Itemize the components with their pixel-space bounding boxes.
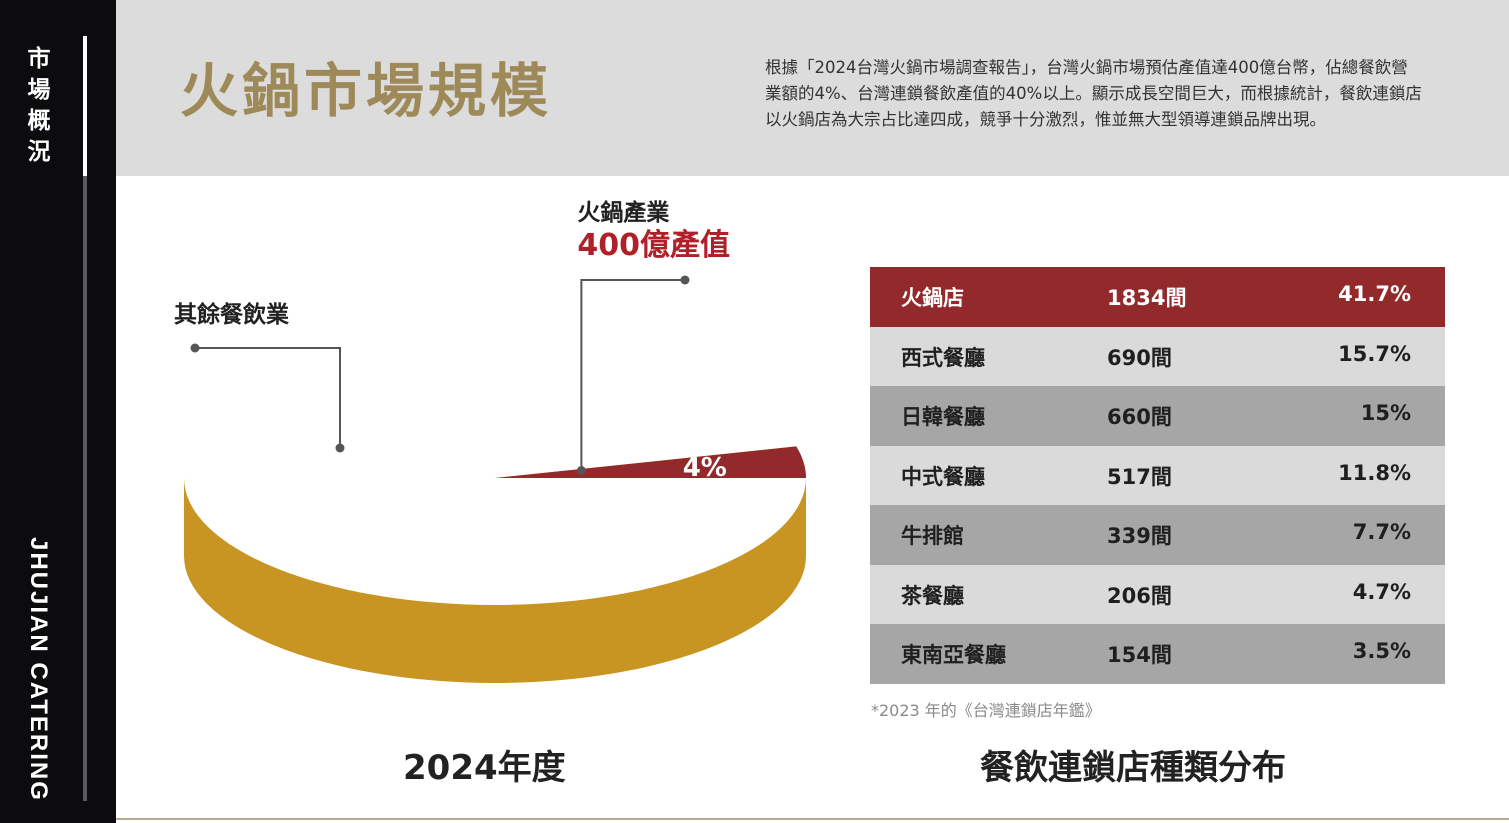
- page-title: 火鍋市場規模: [180, 57, 553, 125]
- cell-type: 日韓餐廳: [901, 405, 985, 429]
- callout-line-other: [195, 347, 341, 448]
- sidebar-section-title: 市場概況: [27, 46, 51, 165]
- cell-type: 西式餐廳: [901, 345, 985, 370]
- chain-type-table: 火鍋店 1834間 41.7% 西式餐廳 690間 15.7% 日韓餐廳 660間 15% …: [870, 267, 1445, 684]
- callout-dot-other: [190, 343, 200, 353]
- header-band: [116, 0, 1509, 176]
- intro-line: 根據「2024台灣火鍋市場調查報告」，台灣火鍋市場預估產值達400億台幣，佔總餐…: [765, 58, 1408, 77]
- intro-line: 業額的4%、台灣連鎖餐飲產值的40%以上。顯示成長空間巨大，而根據統計，餐飲連鎖…: [765, 84, 1422, 103]
- cell-count: 154間: [1107, 643, 1172, 667]
- cell-type: 茶餐廳: [901, 583, 964, 608]
- cell-type: 牛排館: [901, 524, 964, 548]
- sidebar-progress-track: [83, 176, 87, 801]
- callout-value-hotpot: 400億產值: [577, 228, 730, 263]
- table-row: 牛排館 339間 7.7%: [870, 505, 1445, 565]
- cell-share: 11.8%: [1338, 460, 1411, 485]
- callout-dot-other: [335, 443, 345, 453]
- callout-dot-hotpot: [680, 275, 690, 285]
- cell-type: 火鍋店: [901, 286, 964, 310]
- pie-chart-title: 2024年度: [403, 748, 566, 788]
- table-title: 餐飲連鎖店種類分布: [980, 748, 1286, 788]
- sidebar: 市場概況 JHUJIAN CATERING: [0, 0, 116, 823]
- cell-count: 206間: [1107, 583, 1172, 608]
- table-source-note: *2023 年的《台灣連鎖店年鑑》: [871, 701, 1101, 720]
- table-row: 西式餐廳 690間 15.7%: [870, 326, 1445, 386]
- pie-label-hotpot: 4%: [683, 453, 727, 483]
- table-row: 茶餐廳 206間 4.7%: [870, 564, 1445, 624]
- callout-line-hotpot: [580, 279, 685, 471]
- cell-count: 660間: [1107, 405, 1172, 429]
- intro-paragraph: 根據「2024台灣火鍋市場調查報告」，台灣火鍋市場預估產值達400億台幣，佔總餐…: [765, 55, 1500, 133]
- cell-share: 4.7%: [1352, 579, 1411, 604]
- callout-label-hotpot: 火鍋產業: [577, 199, 670, 226]
- pie-side-wall: [184, 478, 806, 683]
- bottom-divider: [116, 818, 1509, 820]
- cell-share: 3.5%: [1352, 639, 1411, 663]
- sidebar-progress-active: [83, 36, 87, 176]
- table-row: 火鍋店 1834間 41.7%: [870, 267, 1445, 327]
- cell-share: 41.7%: [1338, 282, 1411, 306]
- pie-label-other: 96%: [328, 478, 390, 508]
- cell-type: 中式餐廳: [901, 464, 985, 489]
- intro-line: 以火鍋店為大宗占比達四成，競爭十分激烈，惟並無大型領導連鎖品牌出現。: [765, 110, 1326, 129]
- table-row: 日韓餐廳 660間 15%: [870, 386, 1445, 446]
- table-row: 中式餐廳 517間 11.8%: [870, 445, 1445, 505]
- sidebar-brand: JHUJIAN CATERING: [25, 537, 52, 802]
- cell-share: 15%: [1360, 401, 1411, 425]
- cell-share: 15.7%: [1338, 341, 1411, 366]
- cell-count: 1834間: [1107, 286, 1187, 310]
- cell-count: 517間: [1107, 464, 1172, 489]
- callout-dot-hotpot: [576, 466, 586, 476]
- cell-count: 690間: [1107, 345, 1172, 370]
- cell-share: 7.7%: [1352, 520, 1411, 544]
- table-row: 東南亞餐廳 154間 3.5%: [870, 624, 1445, 684]
- cell-count: 339間: [1107, 524, 1172, 548]
- pie-slice-hotpot: [495, 446, 806, 478]
- cell-type: 東南亞餐廳: [901, 643, 1006, 667]
- callout-label-other: 其餘餐飲業: [174, 301, 290, 328]
